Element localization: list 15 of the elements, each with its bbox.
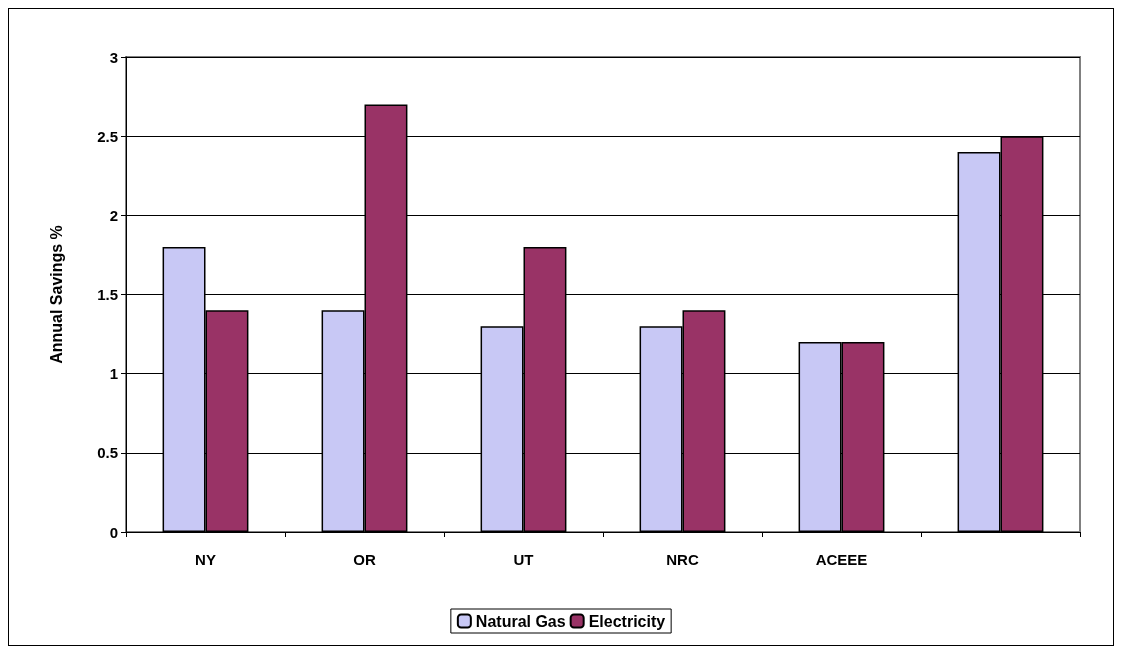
x-tick-label: ACEEE <box>815 551 868 568</box>
y-tick-label: 2 <box>109 206 118 224</box>
y-tick-label: 2.5 <box>97 127 118 145</box>
legend-label: Natural Gas <box>475 612 566 630</box>
x-tick-label: NRC <box>666 551 699 568</box>
x-tick-label: UT <box>513 551 534 568</box>
legend-label: Electricity <box>588 612 666 630</box>
y-tick-label: 3 <box>109 48 118 66</box>
y-tick-label: 0 <box>109 523 118 541</box>
y-tick-label: 0.5 <box>97 444 118 462</box>
x-tick-label: NY <box>195 551 216 568</box>
y-axis-title: Annual Savings % <box>47 225 65 364</box>
y-tick-label: 1.5 <box>97 286 118 303</box>
y-tick-label: 1 <box>109 365 118 383</box>
x-tick-label: OR <box>353 551 376 568</box>
